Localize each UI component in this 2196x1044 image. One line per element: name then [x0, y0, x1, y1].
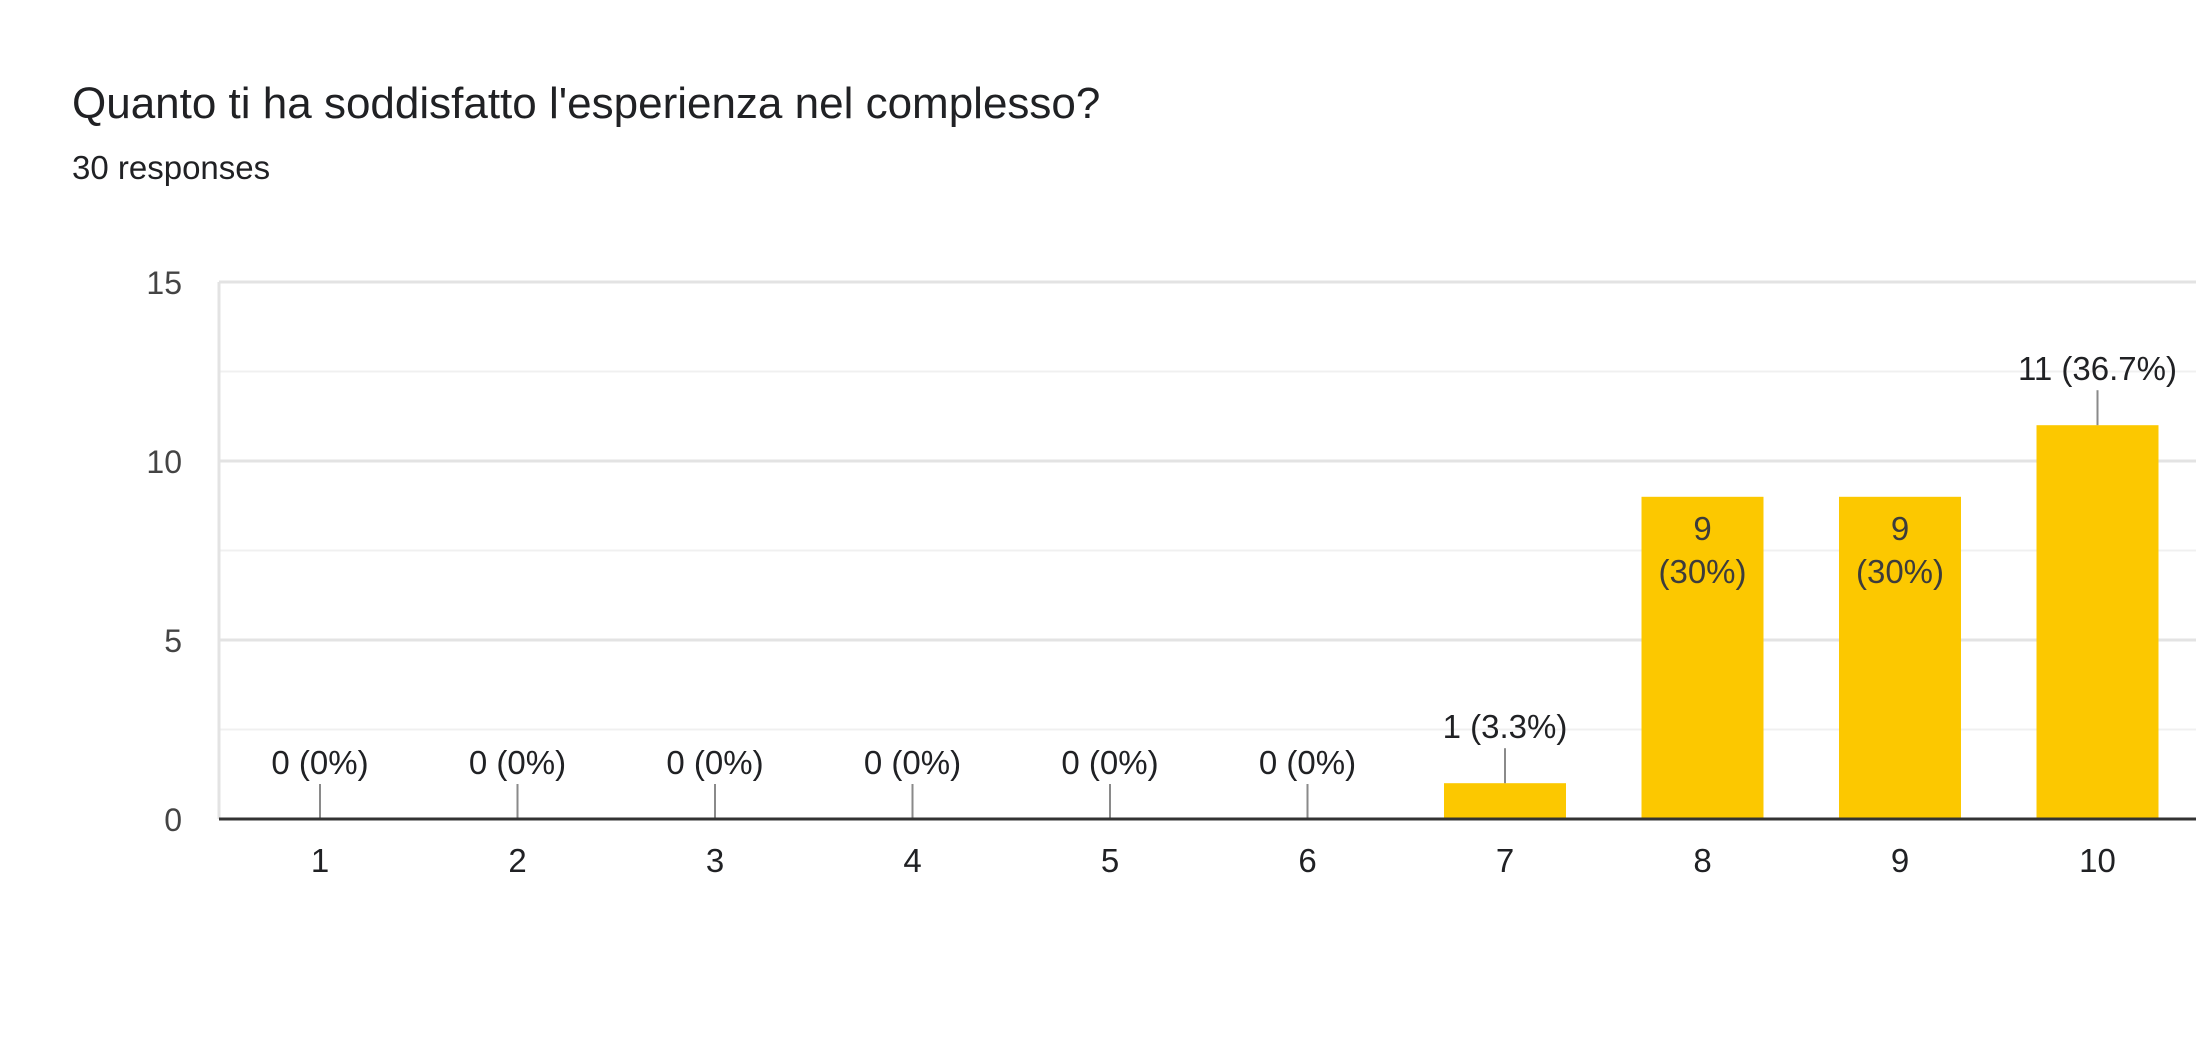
x-tick-label: 10	[2079, 842, 2116, 879]
data-label: 0 (0%)	[666, 744, 763, 781]
x-tick-label: 5	[1101, 842, 1119, 879]
data-label: 9 (30%)	[1856, 510, 1944, 590]
data-label: 0 (0%)	[1061, 744, 1158, 781]
y-tick-label: 10	[146, 444, 182, 480]
data-label: 0 (0%)	[864, 744, 961, 781]
response-count: 30 responses	[72, 149, 271, 186]
bar	[1444, 783, 1566, 819]
data-label: 0 (0%)	[469, 744, 566, 781]
bar	[2036, 425, 2159, 819]
x-tick-label: 2	[508, 842, 526, 879]
x-tick-label: 6	[1298, 842, 1316, 879]
data-label: 0 (0%)	[1259, 744, 1356, 781]
x-tick-label: 7	[1496, 842, 1514, 879]
bar	[1839, 496, 1961, 819]
data-label: 1 (3.3%)	[1443, 708, 1568, 745]
data-label: 0 (0%)	[271, 744, 368, 781]
y-tick-label: 15	[146, 265, 182, 301]
x-tick-label: 9	[1891, 842, 1909, 879]
y-tick-label: 0	[164, 802, 182, 838]
x-tick-label: 3	[706, 842, 724, 879]
chart-title: Quanto ti ha soddisfatto l'esperienza ne…	[72, 79, 1101, 128]
x-tick-label: 4	[903, 842, 921, 879]
data-label: 9 (30%)	[1658, 510, 1746, 590]
bar	[1641, 496, 1764, 819]
x-tick-label: 8	[1693, 842, 1711, 879]
x-tick-label: 1	[311, 842, 329, 879]
data-label: 11 (36.7%)	[2018, 350, 2177, 387]
y-tick-label: 5	[164, 623, 182, 659]
